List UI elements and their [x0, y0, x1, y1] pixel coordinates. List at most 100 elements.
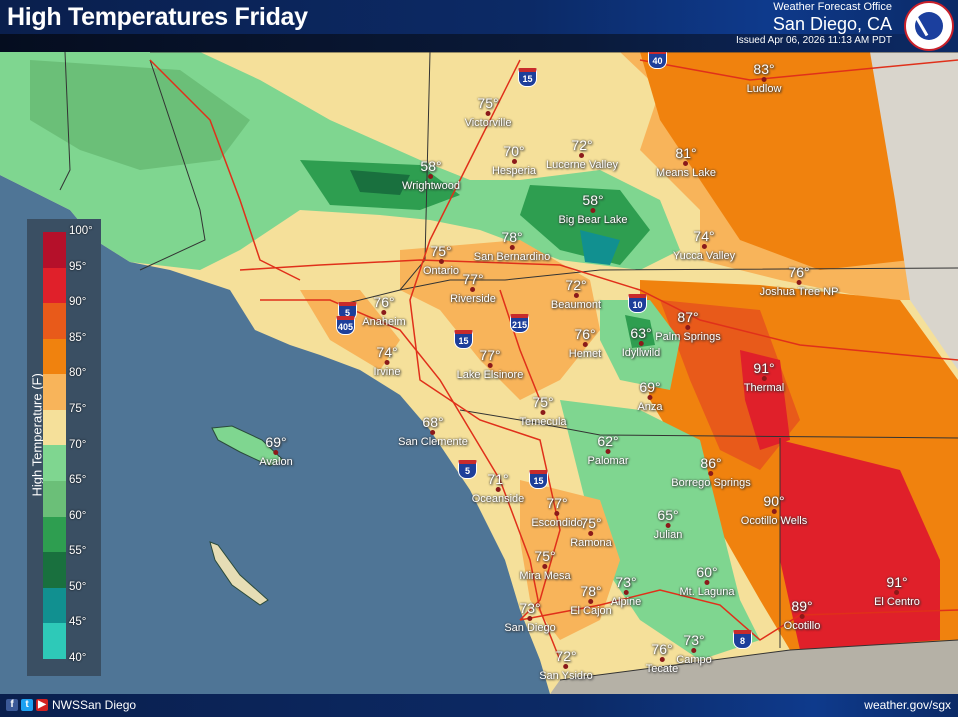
city-marker-icon: [495, 487, 501, 492]
city-temperature: 87°: [677, 309, 699, 325]
legend-swatch: [43, 445, 66, 482]
city-name: Thermal: [743, 382, 785, 394]
city-temperature: 74°: [376, 344, 398, 360]
city-label: 78° El Cajon: [570, 584, 612, 617]
city-marker-icon: [542, 564, 548, 569]
legend-swatch: [43, 232, 66, 268]
city-name: El Centro: [874, 596, 920, 608]
legend-swatch: [43, 516, 66, 553]
legend-tick-label: 50°: [69, 580, 87, 593]
legend-tick-label: 65°: [69, 474, 87, 487]
city-label: 89° Ocotillo: [784, 599, 821, 632]
city-marker-icon: [708, 471, 714, 476]
city-marker-icon: [799, 614, 805, 619]
city-marker-icon: [511, 159, 517, 164]
city-label: 91° El Centro: [874, 575, 920, 608]
city-temperature: 68°: [422, 414, 444, 430]
city-name: Wrightwood: [402, 180, 460, 192]
city-name: Alpine: [610, 596, 642, 608]
city-label: 87° Palm Springs: [655, 310, 720, 343]
city-label: 78° San Bernardino: [474, 230, 550, 263]
map-title: High Temperatures Friday: [7, 3, 308, 31]
city-name: Irvine: [373, 366, 401, 378]
city-name: Means Lake: [656, 167, 716, 179]
city-label: 72° Lucerne Valley: [546, 138, 618, 171]
city-name: Hesperia: [491, 165, 537, 177]
city-name: Escondido: [531, 517, 583, 529]
city-label: 74° Irvine: [374, 345, 401, 378]
legend-tick-label: 95°: [69, 260, 87, 273]
office-info: Weather Forecast Office San Diego, CA Is…: [736, 1, 892, 48]
city-marker-icon: [704, 580, 710, 585]
city-name: Palomar: [587, 455, 629, 467]
youtube-icon[interactable]: ▶: [36, 699, 48, 711]
city-marker-icon: [430, 430, 436, 435]
city-label: 58° Big Bear Lake: [558, 193, 627, 226]
city-temperature: 74°: [693, 228, 715, 244]
city-marker-icon: [659, 657, 665, 662]
city-temperature: 71°: [487, 471, 509, 487]
city-name: Big Bear Lake: [558, 214, 628, 226]
city-label: 77° Riverside: [450, 272, 496, 305]
legend-tick-label: 75°: [69, 402, 87, 415]
social-icons: f t ▶: [6, 699, 48, 711]
city-label: 69° Avalon: [259, 435, 292, 468]
city-marker-icon: [470, 287, 476, 292]
header-strip: [0, 34, 958, 52]
city-temperature: 77°: [462, 271, 484, 287]
legend-tick-label: 40°: [69, 652, 87, 664]
city-label: 76° Joshua Tree NP: [760, 265, 839, 298]
city-marker-icon: [381, 310, 387, 315]
legend-swatch: [43, 552, 66, 588]
city-temperature: 63°: [630, 325, 652, 341]
city-label: 58° Wrightwood: [402, 159, 460, 192]
city-marker-icon: [771, 509, 777, 514]
city-marker-icon: [761, 376, 767, 381]
office-location: San Diego, CA: [772, 14, 892, 34]
city-temperature: 70°: [503, 143, 525, 159]
city-label: 69° Anza: [637, 380, 662, 413]
city-temperature: 75°: [430, 243, 452, 259]
legend-tick-label: 55°: [69, 545, 87, 558]
twitter-icon[interactable]: t: [21, 699, 33, 711]
city-name: Temecula: [519, 416, 567, 428]
legend-tick-label: 100°: [69, 225, 93, 237]
city-temperature: 89°: [791, 598, 813, 614]
legend-swatch: [43, 267, 66, 304]
city-label: 60° Mt. Laguna: [679, 565, 734, 598]
city-label: 75° Ontario: [423, 244, 459, 277]
legend-swatch: [43, 481, 66, 517]
city-temperature: 83°: [753, 61, 775, 77]
city-temperature: 75°: [580, 515, 602, 531]
city-marker-icon: [573, 293, 579, 298]
city-marker-icon: [579, 153, 585, 158]
header-banner: High Temperatures Friday Weather Forecas…: [0, 0, 958, 52]
city-marker-icon: [563, 664, 569, 669]
city-name: San Bernardino: [473, 251, 551, 263]
city-marker-icon: [638, 341, 644, 346]
city-label: 75° Ramona: [570, 516, 612, 549]
facebook-icon[interactable]: f: [6, 699, 18, 711]
city-marker-icon: [588, 531, 594, 536]
interstate-15-shield: 15: [518, 68, 537, 87]
city-marker-icon: [588, 599, 594, 604]
city-temperature: 65°: [657, 507, 679, 523]
city-label: 76° Anaheim: [362, 295, 405, 328]
legend-tick-label: 90°: [69, 296, 87, 309]
city-temperature: 76°: [651, 641, 673, 657]
city-temperature: 77°: [546, 495, 568, 511]
city-marker-icon: [691, 648, 697, 653]
city-name: Palm Springs: [655, 331, 721, 343]
city-temperature: 76°: [373, 294, 395, 310]
city-name: Anaheim: [362, 316, 406, 328]
city-marker-icon: [647, 395, 653, 400]
website-link[interactable]: weather.gov/sgx: [864, 698, 951, 712]
city-marker-icon: [438, 259, 444, 264]
city-marker-icon: [485, 111, 491, 116]
city-label: 73° Campo: [676, 633, 711, 666]
city-label: 75° Temecula: [519, 395, 566, 428]
city-name: Mt. Laguna: [679, 586, 735, 598]
city-marker-icon: [509, 245, 515, 250]
city-temperature: 77°: [479, 347, 501, 363]
city-label: 75° Victorville: [465, 96, 512, 129]
